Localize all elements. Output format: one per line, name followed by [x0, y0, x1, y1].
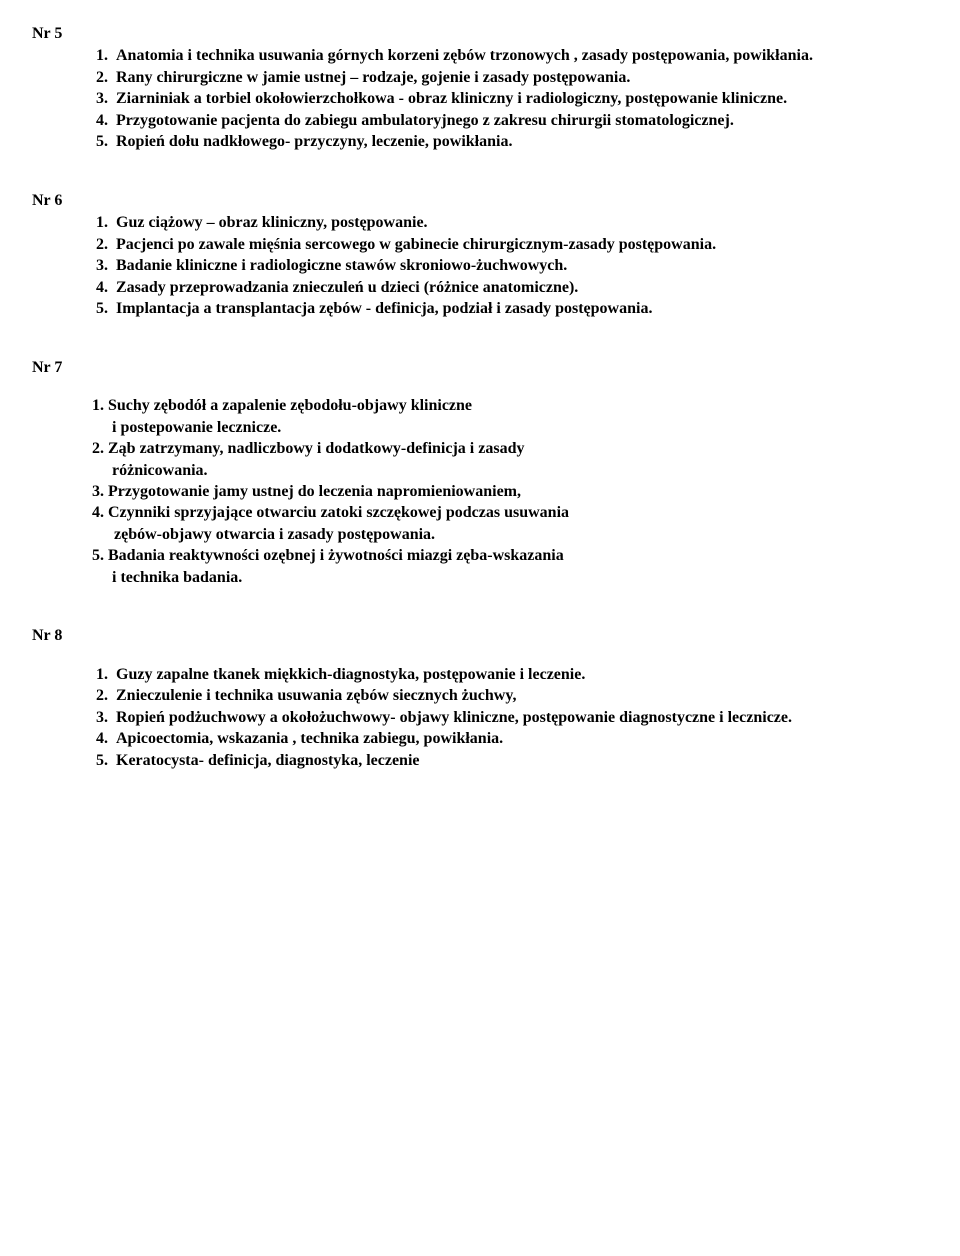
section-nr8: Nr 8 Guzy zapalne tkanek miękkich-diagno… [32, 626, 928, 771]
section-nr5: Nr 5 Anatomia i technika usuwania górnyc… [32, 24, 928, 153]
list-item: Rany chirurgiczne w jamie ustnej – rodza… [112, 68, 928, 88]
section-nr7: Nr 7 1. Suchy zębodół a zapalenie zębodo… [32, 358, 928, 589]
list-item: Implantacja a transplantacja zębów - def… [112, 299, 928, 319]
list-nr6: Guz ciążowy – obraz kliniczny, postępowa… [32, 213, 928, 319]
list-line: 3. Przygotowanie jamy ustnej do leczenia… [92, 482, 928, 502]
list-item: Znieczulenie i technika usuwania zębów s… [112, 686, 928, 706]
list-line: i postepowanie lecznicze. [92, 418, 928, 438]
heading-nr6: Nr 6 [32, 191, 928, 211]
list-nr8: Guzy zapalne tkanek miękkich-diagnostyka… [32, 665, 928, 771]
list-line: 4. Czynniki sprzyjające otwarciu zatoki … [92, 503, 928, 523]
list-item: Przygotowanie pacjenta do zabiegu ambula… [112, 111, 928, 131]
heading-nr5: Nr 5 [32, 24, 928, 44]
list-item: Keratocysta- definicja, diagnostyka, lec… [112, 751, 928, 771]
list-item: Ziarniniak a torbiel okołowierzchołkowa … [112, 89, 928, 109]
list-nr5: Anatomia i technika usuwania górnych kor… [32, 46, 928, 152]
list-nr7: 1. Suchy zębodół a zapalenie zębodołu-ob… [32, 396, 928, 588]
heading-nr8: Nr 8 [32, 626, 928, 646]
list-item: Anatomia i technika usuwania górnych kor… [112, 46, 928, 66]
list-item: Guz ciążowy – obraz kliniczny, postępowa… [112, 213, 928, 233]
list-item: Guzy zapalne tkanek miękkich-diagnostyka… [112, 665, 928, 685]
list-line: 1. Suchy zębodół a zapalenie zębodołu-ob… [92, 396, 928, 416]
list-item: Zasady przeprowadzania znieczuleń u dzie… [112, 278, 928, 298]
section-nr6: Nr 6 Guz ciążowy – obraz kliniczny, post… [32, 191, 928, 320]
list-line: 2. Ząb zatrzymany, nadliczbowy i dodatko… [92, 439, 928, 459]
list-item: Apicoectomia, wskazania , technika zabie… [112, 729, 928, 749]
list-line: zębów-objawy otwarcia i zasady postępowa… [92, 525, 928, 545]
list-line: 5. Badania reaktywności ozębnej i żywotn… [92, 546, 928, 566]
list-line: i technika badania. [92, 568, 928, 588]
heading-nr7: Nr 7 [32, 358, 928, 378]
list-item: Badanie kliniczne i radiologiczne stawów… [112, 256, 928, 276]
list-item: Ropień podżuchwowy a okołożuchwowy- obja… [112, 708, 928, 728]
list-line: różnicowania. [92, 461, 928, 481]
list-item: Pacjenci po zawale mięśnia sercowego w g… [112, 235, 928, 255]
list-item: Ropień dołu nadkłowego- przyczyny, lecze… [112, 132, 928, 152]
